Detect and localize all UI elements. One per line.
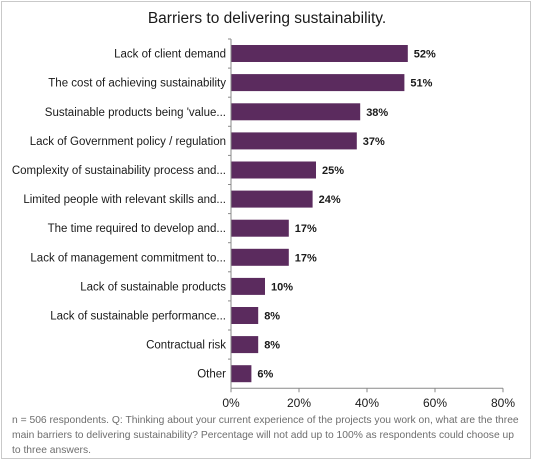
data-label: 6%: [257, 369, 273, 381]
bar: [231, 74, 405, 92]
bar: [231, 307, 259, 324]
bar: [231, 336, 259, 354]
category-label: Limited people with relevant skills and.…: [23, 194, 226, 206]
data-label: 24%: [319, 194, 341, 206]
category-label: The cost of achieving sustainability: [48, 78, 226, 90]
category-label: Lack of sustainable performance...: [50, 311, 226, 323]
data-label: 17%: [295, 252, 317, 264]
bar-chart: Lack of client demand 52% The cost of achi…: [12, 38, 515, 410]
data-label: 17%: [295, 223, 317, 235]
bar: [231, 132, 357, 150]
bar: [231, 248, 289, 266]
bar: [231, 365, 252, 383]
bar: [231, 277, 265, 295]
category-label: Contractual risk: [146, 340, 226, 352]
data-label: 51%: [410, 78, 432, 90]
data-label: 8%: [264, 311, 280, 323]
category-label: The time required to develop and...: [48, 223, 226, 235]
data-label: 38%: [366, 107, 388, 119]
category-label: Lack of management commitment to...: [30, 252, 226, 264]
data-label: 37%: [363, 136, 385, 148]
bar: [231, 219, 289, 237]
data-label: 8%: [264, 340, 280, 352]
bar: [231, 161, 316, 179]
x-tick-label: 40%: [355, 396, 379, 410]
category-label: Complexity of sustainability process and…: [12, 165, 226, 177]
x-tick-label: 60%: [423, 396, 447, 410]
bar: [231, 103, 361, 121]
category-label: Sustainable products being 'value...: [45, 107, 226, 119]
bar: [231, 190, 313, 208]
category-label: Lack of sustainable products: [80, 281, 226, 293]
data-label: 10%: [271, 281, 293, 293]
bar: [231, 45, 408, 62]
x-tick-label: 80%: [491, 396, 515, 410]
category-label: Other: [197, 369, 226, 381]
chart-footnote: n = 506 respondents. Q: Thinking about y…: [12, 415, 519, 456]
data-label: 25%: [322, 165, 344, 177]
x-tick-label: 20%: [287, 396, 311, 410]
x-tick-label: 0%: [222, 396, 240, 410]
category-label: Lack of client demand: [114, 49, 226, 61]
data-label: 52%: [414, 49, 436, 61]
category-label: Lack of Government policy / regulation: [30, 136, 226, 148]
chart-title: Barriers to delivering sustainability.: [147, 10, 387, 27]
